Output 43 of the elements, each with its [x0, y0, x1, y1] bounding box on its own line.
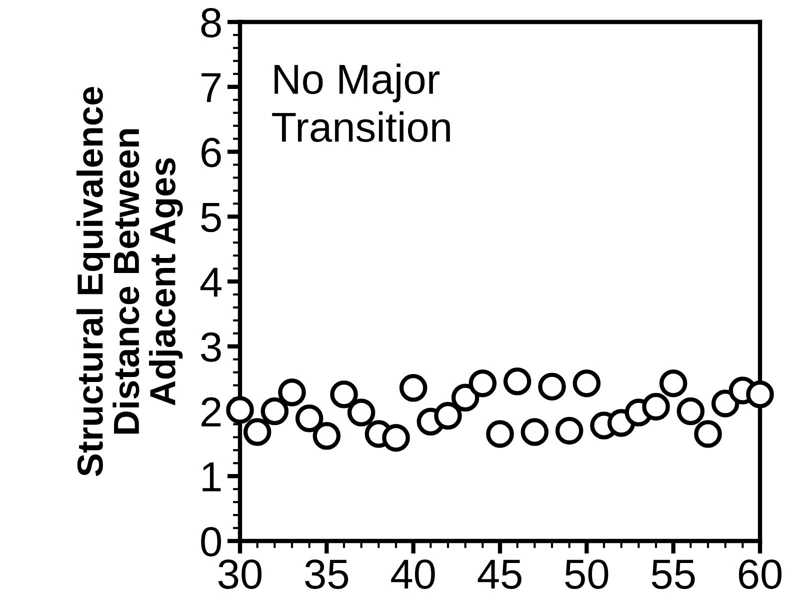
point	[711, 390, 740, 418]
y-tick-label: 5	[201, 203, 221, 232]
point	[642, 392, 670, 421]
point	[659, 369, 688, 398]
y-tick-label: 1	[202, 462, 221, 492]
y-axis-title: Structural Equivalence Distance Between Adjacent Ages	[76, 87, 183, 476]
x-tick-label: 50	[565, 559, 608, 589]
point	[555, 416, 584, 445]
point	[451, 384, 480, 412]
y-tick-label: 0	[201, 527, 222, 557]
point	[468, 369, 497, 398]
x-tick-label: 35	[305, 559, 348, 589]
point	[347, 398, 376, 426]
point	[295, 404, 324, 432]
x-tick-label: 40	[391, 559, 435, 589]
point	[520, 418, 549, 446]
point	[486, 420, 514, 448]
x-tick-label: 30	[218, 559, 262, 589]
point	[746, 380, 774, 408]
point	[312, 422, 341, 450]
point	[538, 372, 566, 400]
point	[382, 424, 410, 452]
point	[243, 418, 272, 446]
y-tick-label: 2	[202, 397, 221, 426]
point	[278, 378, 306, 406]
y-tick-label: 3	[201, 332, 221, 362]
point	[694, 420, 722, 448]
y-tick-label: 8	[201, 8, 221, 38]
x-tick-label: 45	[478, 560, 522, 589]
y-tick-label: 6	[202, 138, 221, 168]
point	[503, 368, 532, 396]
annotation: No Major Transition	[272, 64, 450, 142]
y-tick-label: 7	[202, 73, 221, 102]
point	[676, 397, 705, 426]
point	[226, 396, 254, 424]
x-tick-label: 60	[738, 559, 782, 589]
point	[260, 397, 289, 426]
x-tick-label: 55	[652, 560, 695, 589]
point	[330, 380, 358, 408]
point	[399, 374, 428, 402]
point	[434, 402, 462, 430]
point	[572, 369, 601, 398]
y-tick-label: 4	[200, 268, 222, 297]
